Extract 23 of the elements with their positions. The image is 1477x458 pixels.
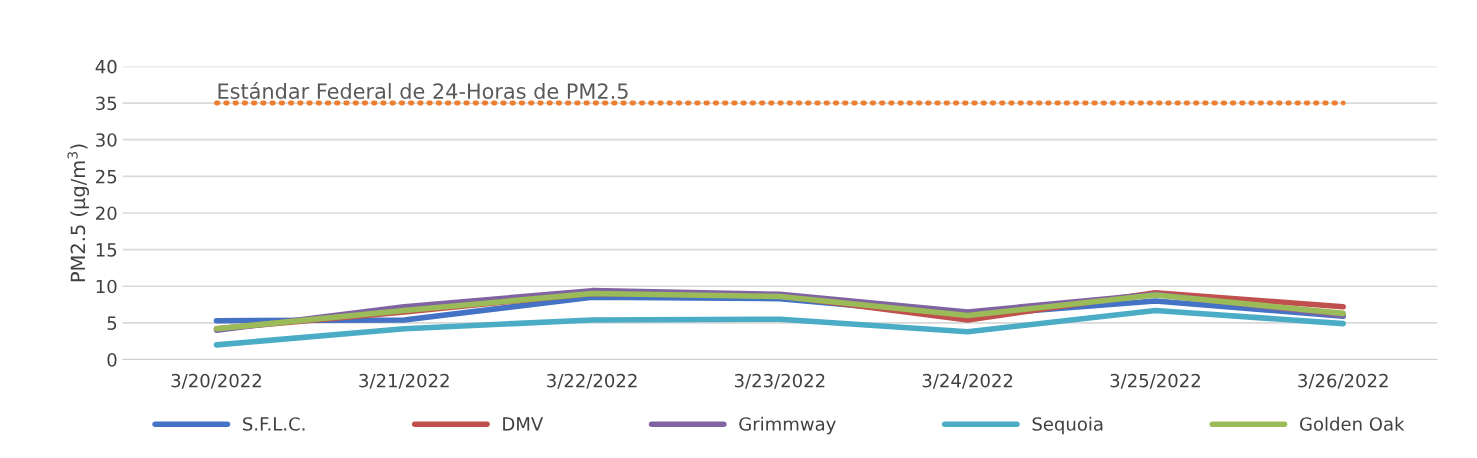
y-tick-label: 15 xyxy=(96,243,117,257)
y-tick-label: 40 xyxy=(95,59,117,74)
legend-label: Grimmway xyxy=(739,416,836,435)
x-tick-label: 3/25/2022 xyxy=(1110,373,1200,389)
legend-label: S.F.L.C. xyxy=(243,417,305,431)
series-label: Estándar Federal de 24-Horas de PM2.5 xyxy=(218,82,628,100)
y-tick-label: 5 xyxy=(107,316,117,331)
x-tick-label: 3/22/2022 xyxy=(547,373,637,389)
legend-label: DMV xyxy=(503,417,544,431)
y-tick-label: 0 xyxy=(107,352,117,367)
x-tick-label: 3/21/2022 xyxy=(359,373,449,389)
y-tick-label: 30 xyxy=(96,133,117,147)
x-tick-label: 3/26/2022 xyxy=(1298,373,1388,389)
y-tick-label: 25 xyxy=(96,169,117,184)
y-tick-label: 20 xyxy=(96,206,117,221)
y-tick-label: 35 xyxy=(96,96,117,111)
x-tick-label: 3/23/2022 xyxy=(734,373,825,389)
y-tick-label: 10 xyxy=(96,279,117,294)
y-axis-title: PM2.5 (µg/m$^{3}$) xyxy=(67,144,90,282)
x-tick-label: 3/20/2022 xyxy=(171,373,261,389)
x-tick-label: 3/24/2022 xyxy=(922,373,1013,389)
legend-label: Golden Oak xyxy=(1299,416,1405,431)
legend-label: Sequoia xyxy=(1032,416,1103,435)
